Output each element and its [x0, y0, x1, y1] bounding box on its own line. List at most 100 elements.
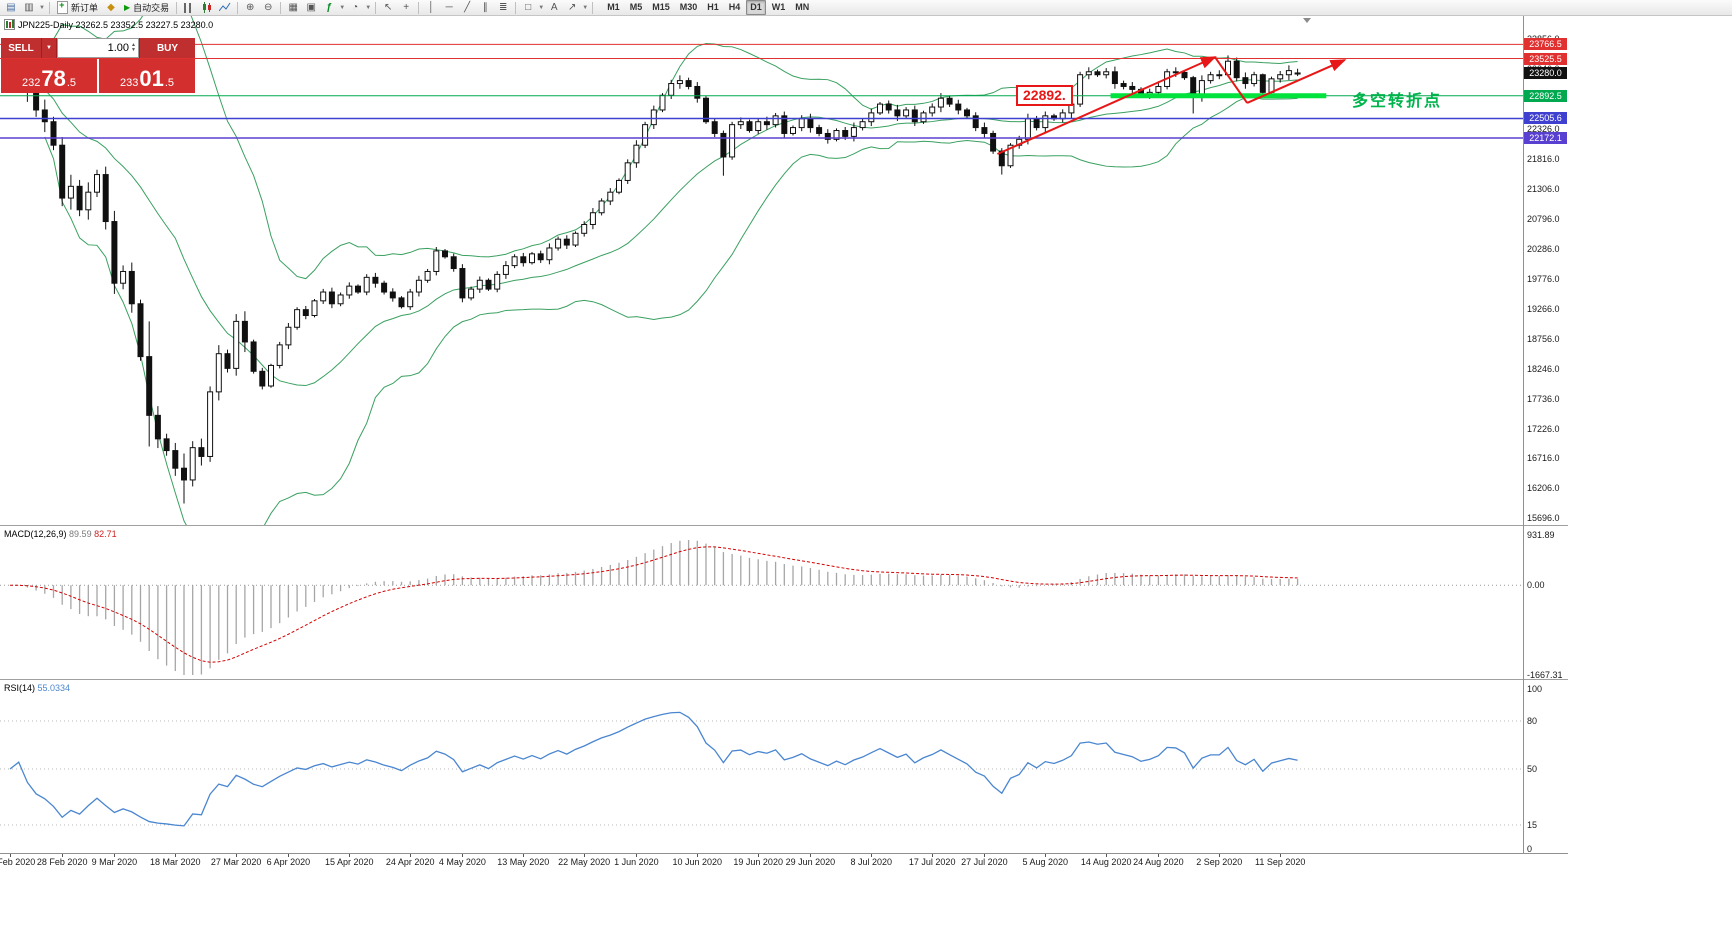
- date-tick: [1045, 853, 1047, 857]
- crosshair-icon[interactable]: +: [403, 1, 410, 13]
- price-tick-label: 20286.0: [1527, 243, 1560, 254]
- auto-arrange-icon[interactable]: ▣: [306, 1, 316, 13]
- timeframe-toolbar: M1 M5 M15 M30 H1 H4 D1 W1 MN: [602, 0, 814, 15]
- date-tick: [462, 853, 464, 857]
- autotrade-label: 自动交易: [133, 3, 170, 13]
- timeframe-button-h4[interactable]: H4: [728, 2, 741, 12]
- sell-button[interactable]: SELL: [1, 38, 42, 58]
- timeframe-button-mn[interactable]: MN: [795, 2, 810, 12]
- rsi-tick-label: 0: [1527, 844, 1533, 854]
- date-tick: [984, 853, 986, 857]
- timeframe-button-m30[interactable]: M30: [679, 2, 698, 12]
- toolbar-separator: [418, 1, 420, 14]
- macd-value-main: 89.59: [69, 529, 92, 539]
- volume-input[interactable]: 1.00 ▲ ▼: [57, 38, 139, 58]
- buy-price[interactable]: 233 01.5: [99, 59, 195, 93]
- profiles-icon[interactable]: ▥: [24, 1, 34, 13]
- price-tag-23280.0: 23280.0: [1524, 66, 1567, 79]
- fibonacci-icon[interactable]: ≣: [498, 1, 508, 13]
- date-label: 8 Jul 2020: [850, 857, 893, 867]
- trade-panel-caret[interactable]: ▼: [42, 38, 57, 58]
- price-tick-label: 18756.0: [1527, 333, 1560, 344]
- macd-tick-label: 0.00: [1527, 580, 1545, 591]
- toolbar-separator: [375, 1, 377, 14]
- chart-shift-marker[interactable]: [1303, 18, 1311, 23]
- shapes-caret[interactable]: ▼: [538, 4, 545, 11]
- panel-divider-rsi[interactable]: [0, 679, 1568, 680]
- timeframe-button-m1[interactable]: M1: [607, 2, 620, 12]
- line-chart-icon[interactable]: [217, 1, 233, 15]
- rsi-tick-label: 80: [1527, 716, 1538, 726]
- toolbar-separator: [592, 1, 594, 14]
- market-watch-icon[interactable]: ◆: [107, 1, 115, 13]
- timeframe-button-m5[interactable]: M5: [629, 2, 643, 12]
- channel-icon[interactable]: ∥: [482, 1, 488, 13]
- macd-tick-label: -1667.31: [1527, 670, 1563, 680]
- price-annotation-box[interactable]: 22892.: [1016, 85, 1073, 106]
- profiles-caret[interactable]: ▼: [39, 4, 45, 11]
- turning-point-label[interactable]: 多空转折点: [1352, 93, 1443, 110]
- date-label: 24 Aug 2020: [1133, 857, 1184, 867]
- date-tick: [932, 853, 934, 857]
- rsi-value: 55.0334: [37, 683, 71, 693]
- volume-spinner[interactable]: ▲ ▼: [131, 42, 136, 53]
- tile-windows-icon[interactable]: ▦: [288, 1, 298, 13]
- date-tick: [10, 853, 11, 857]
- date-tick: [810, 853, 812, 857]
- date-tick: [114, 853, 116, 857]
- price-axis[interactable]: 24366.023856.023346.022836.022326.021816…: [1523, 4, 1569, 854]
- trendline-icon[interactable]: ╱: [464, 1, 471, 13]
- date-label: 19 Jun 2020: [733, 857, 783, 867]
- date-label: 24 Apr 2020: [385, 857, 435, 867]
- autotrade-button[interactable]: ▶ 自动交易: [120, 1, 173, 15]
- macd-canvas[interactable]: [0, 527, 1523, 679]
- date-label: 4 May 2020: [438, 857, 486, 867]
- arrow-tools-icon[interactable]: ↗: [567, 1, 577, 13]
- candlestick-chart-icon[interactable]: [199, 1, 215, 15]
- periods-icon[interactable]: ◔: [352, 1, 359, 13]
- panel-divider-macd[interactable]: [0, 525, 1568, 526]
- date-label: 9 Mar 2020: [91, 857, 138, 867]
- text-icon[interactable]: A: [550, 1, 558, 13]
- indicators-icon[interactable]: ƒ: [326, 1, 332, 13]
- date-tick: [636, 853, 638, 857]
- cursor-icon[interactable]: ↖: [383, 1, 393, 13]
- date-label: 14 Aug 2020: [1080, 857, 1132, 867]
- macd-value-signal: 82.71: [94, 529, 117, 539]
- date-tick: [288, 853, 290, 857]
- date-label: 15 Apr 2020: [325, 857, 374, 867]
- timeframe-button-w1[interactable]: W1: [771, 2, 786, 12]
- new-chart-icon[interactable]: ▤: [6, 1, 16, 13]
- shapes-icon[interactable]: □: [525, 1, 532, 13]
- price-tick-label: 22326.0: [1527, 123, 1560, 134]
- main-chart-canvas[interactable]: [0, 16, 1523, 525]
- price-tick-label: 17226.0: [1527, 423, 1560, 434]
- timeframe-button-h1[interactable]: H1: [707, 2, 719, 12]
- timeframe-button-d1[interactable]: D1: [746, 0, 766, 15]
- timeframe-button-m15[interactable]: M15: [652, 2, 670, 12]
- bar-chart-icon[interactable]: [181, 1, 197, 15]
- date-label: 28 Feb 2020: [36, 857, 88, 867]
- new-order-button[interactable]: 新订单: [53, 0, 102, 15]
- indicators-caret[interactable]: ▼: [339, 4, 346, 11]
- one-click-trading-panel: SELL ▼ 1.00 ▲ ▼ BUY 232 78.5 233 01.5: [1, 38, 195, 93]
- date-label: 10 Jun 2020: [672, 857, 723, 867]
- arrow-tools-caret[interactable]: ▼: [582, 4, 589, 11]
- new-order-label: 新订单: [71, 3, 99, 13]
- toolbar-separator: [237, 1, 239, 14]
- zoom-out-icon[interactable]: ⊖: [263, 1, 273, 13]
- buy-button[interactable]: BUY: [139, 38, 195, 58]
- price-tick-label: 19776.0: [1527, 273, 1560, 284]
- rsi-canvas[interactable]: [0, 681, 1523, 853]
- zoom-in-icon[interactable]: ⊕: [245, 1, 255, 13]
- sell-price[interactable]: 232 78.5: [1, 59, 97, 93]
- vertical-line-icon[interactable]: │: [428, 1, 435, 13]
- horizontal-line-icon[interactable]: ─: [445, 1, 453, 13]
- price-tick-label: 18246.0: [1527, 363, 1560, 374]
- toolbar-separator: [280, 1, 282, 14]
- date-label: 27 Mar 2020: [210, 857, 262, 867]
- date-label: 22 May 2020: [558, 857, 611, 867]
- periods-caret[interactable]: ▼: [365, 4, 372, 11]
- date-label: 13 May 2020: [497, 857, 550, 867]
